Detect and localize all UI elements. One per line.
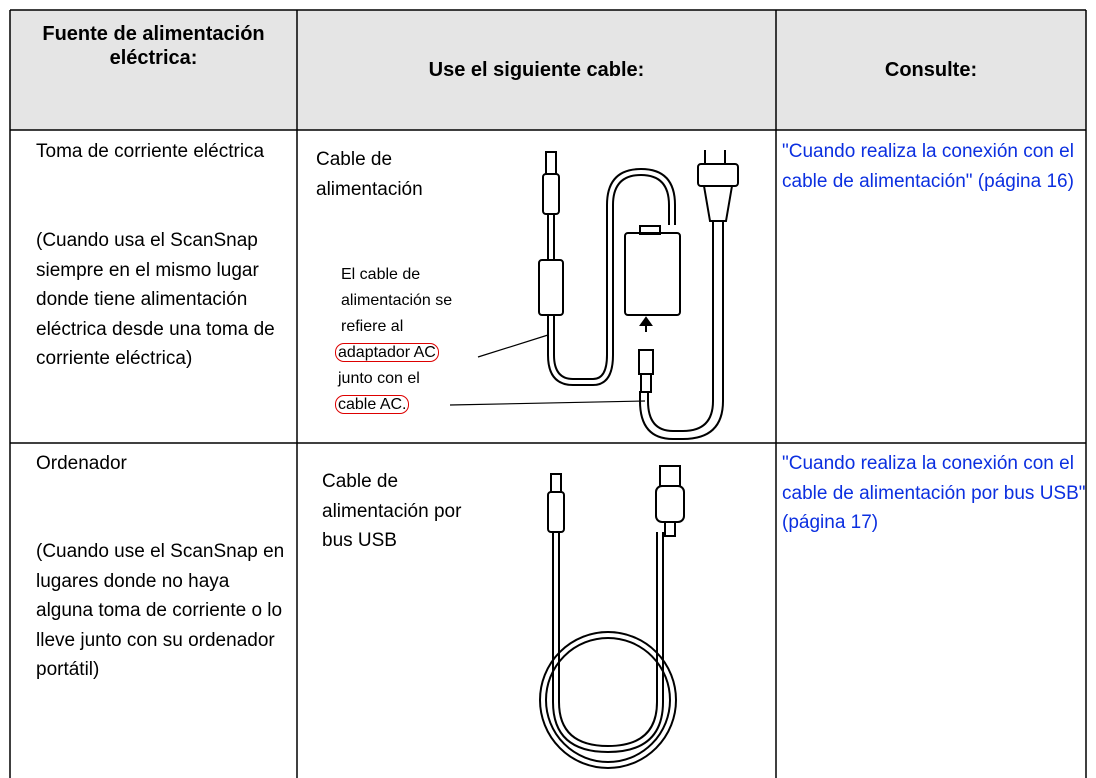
cable-name: Cable de alimentación — [316, 149, 423, 200]
header-cell: Consulte: — [884, 59, 978, 81]
annotation-ac-cable: cable AC. — [335, 395, 410, 414]
annotation-text: El cable de alimentación se refiere al — [341, 266, 453, 335]
annotation-highlight: cable AC. — [335, 392, 410, 418]
annotation-leaders — [449, 334, 646, 406]
reference-link[interactable]: "Cuando realiza la conexión con el cable… — [782, 453, 1086, 533]
reference-link[interactable]: "Cuando realiza la conexión con el cable… — [782, 141, 1074, 192]
source: Ordenador — [36, 453, 127, 474]
header-cell: Use el siguiente cable: — [428, 59, 645, 81]
table-borders — [9, 9, 1087, 778]
annotation-highlight: adaptador AC — [335, 340, 439, 366]
header-background — [10, 10, 1086, 130]
usb-cable-illustration — [539, 465, 685, 769]
annotation-adapter: adaptador AC — [335, 343, 439, 362]
source: Toma de corriente eléctrica — [36, 141, 265, 162]
cable-name: Cable de alimentación por bus USB — [322, 471, 462, 551]
annotation-text: junto con el — [338, 370, 420, 387]
source-note: (Cuando usa el ScanSnap siempre en el mi… — [36, 230, 275, 369]
power-cable-illustration — [538, 150, 739, 440]
source-note: (Cuando use el ScanSnap en lugares donde… — [36, 541, 285, 680]
header-cell: Fuente de alimentación eléctrica: — [42, 23, 265, 69]
